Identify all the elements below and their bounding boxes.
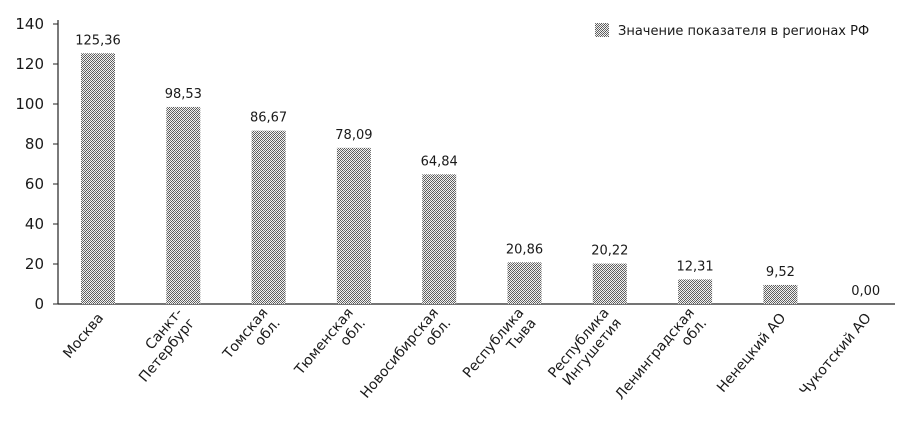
y-tick-label: 60	[25, 175, 44, 193]
category-label: Ленинградскаяобл.	[612, 305, 710, 413]
bars-group	[81, 53, 798, 304]
bar	[763, 284, 798, 304]
category-label: РеспубликаИнгушетия	[545, 305, 625, 391]
value-label: 20,22	[591, 244, 628, 259]
category-label: Москва	[60, 310, 107, 361]
value-label: 9,52	[766, 265, 795, 280]
y-tick-label: 120	[15, 55, 44, 73]
bar	[251, 130, 286, 304]
bar	[336, 147, 371, 304]
category-label: Томскаяобл.	[220, 305, 284, 373]
value-label: 86,67	[250, 111, 287, 126]
value-label: 20,86	[506, 242, 543, 257]
y-tick-label: 0	[34, 295, 44, 313]
legend-swatch	[595, 23, 609, 37]
bar	[422, 174, 457, 304]
bar	[166, 106, 201, 304]
category-label: Санкт-Петербург	[124, 305, 199, 385]
value-label: 64,84	[421, 154, 458, 169]
category-label: Чукотский АО	[797, 310, 875, 399]
y-axis-ticks: 0 20 40 60 80 100 120 140	[15, 15, 58, 313]
value-label: 78,09	[335, 128, 372, 143]
category-label: Новосибирскаяобл.	[358, 305, 455, 412]
bar	[678, 279, 713, 304]
value-label: 125,36	[75, 33, 121, 48]
y-tick-label: 40	[25, 215, 44, 233]
bar	[81, 53, 115, 304]
y-tick-label: 80	[25, 135, 44, 153]
y-tick-label: 20	[25, 255, 44, 273]
value-label: 0,00	[851, 284, 880, 299]
bar	[592, 263, 627, 304]
value-label: 98,53	[165, 87, 202, 102]
y-tick-label: 100	[15, 95, 44, 113]
legend: Значение показателя в регионах РФ	[595, 23, 869, 39]
category-label: Ненецкий АО	[714, 310, 789, 395]
category-label: РеспубликаТыва	[460, 305, 540, 391]
legend-label: Значение показателя в регионах РФ	[618, 24, 869, 39]
y-tick-label: 140	[15, 15, 44, 33]
category-label: Тюменскаяобл.	[291, 305, 369, 389]
value-label: 12,31	[676, 259, 713, 274]
value-labels-group: 125,36 98,53 86,67 78,09 64,84 20,86 20,22 12,3…	[75, 33, 880, 299]
bar	[507, 262, 542, 304]
category-labels-group: Москва Санкт-Петербург Томскаяобл. Тюменска…	[60, 305, 875, 413]
